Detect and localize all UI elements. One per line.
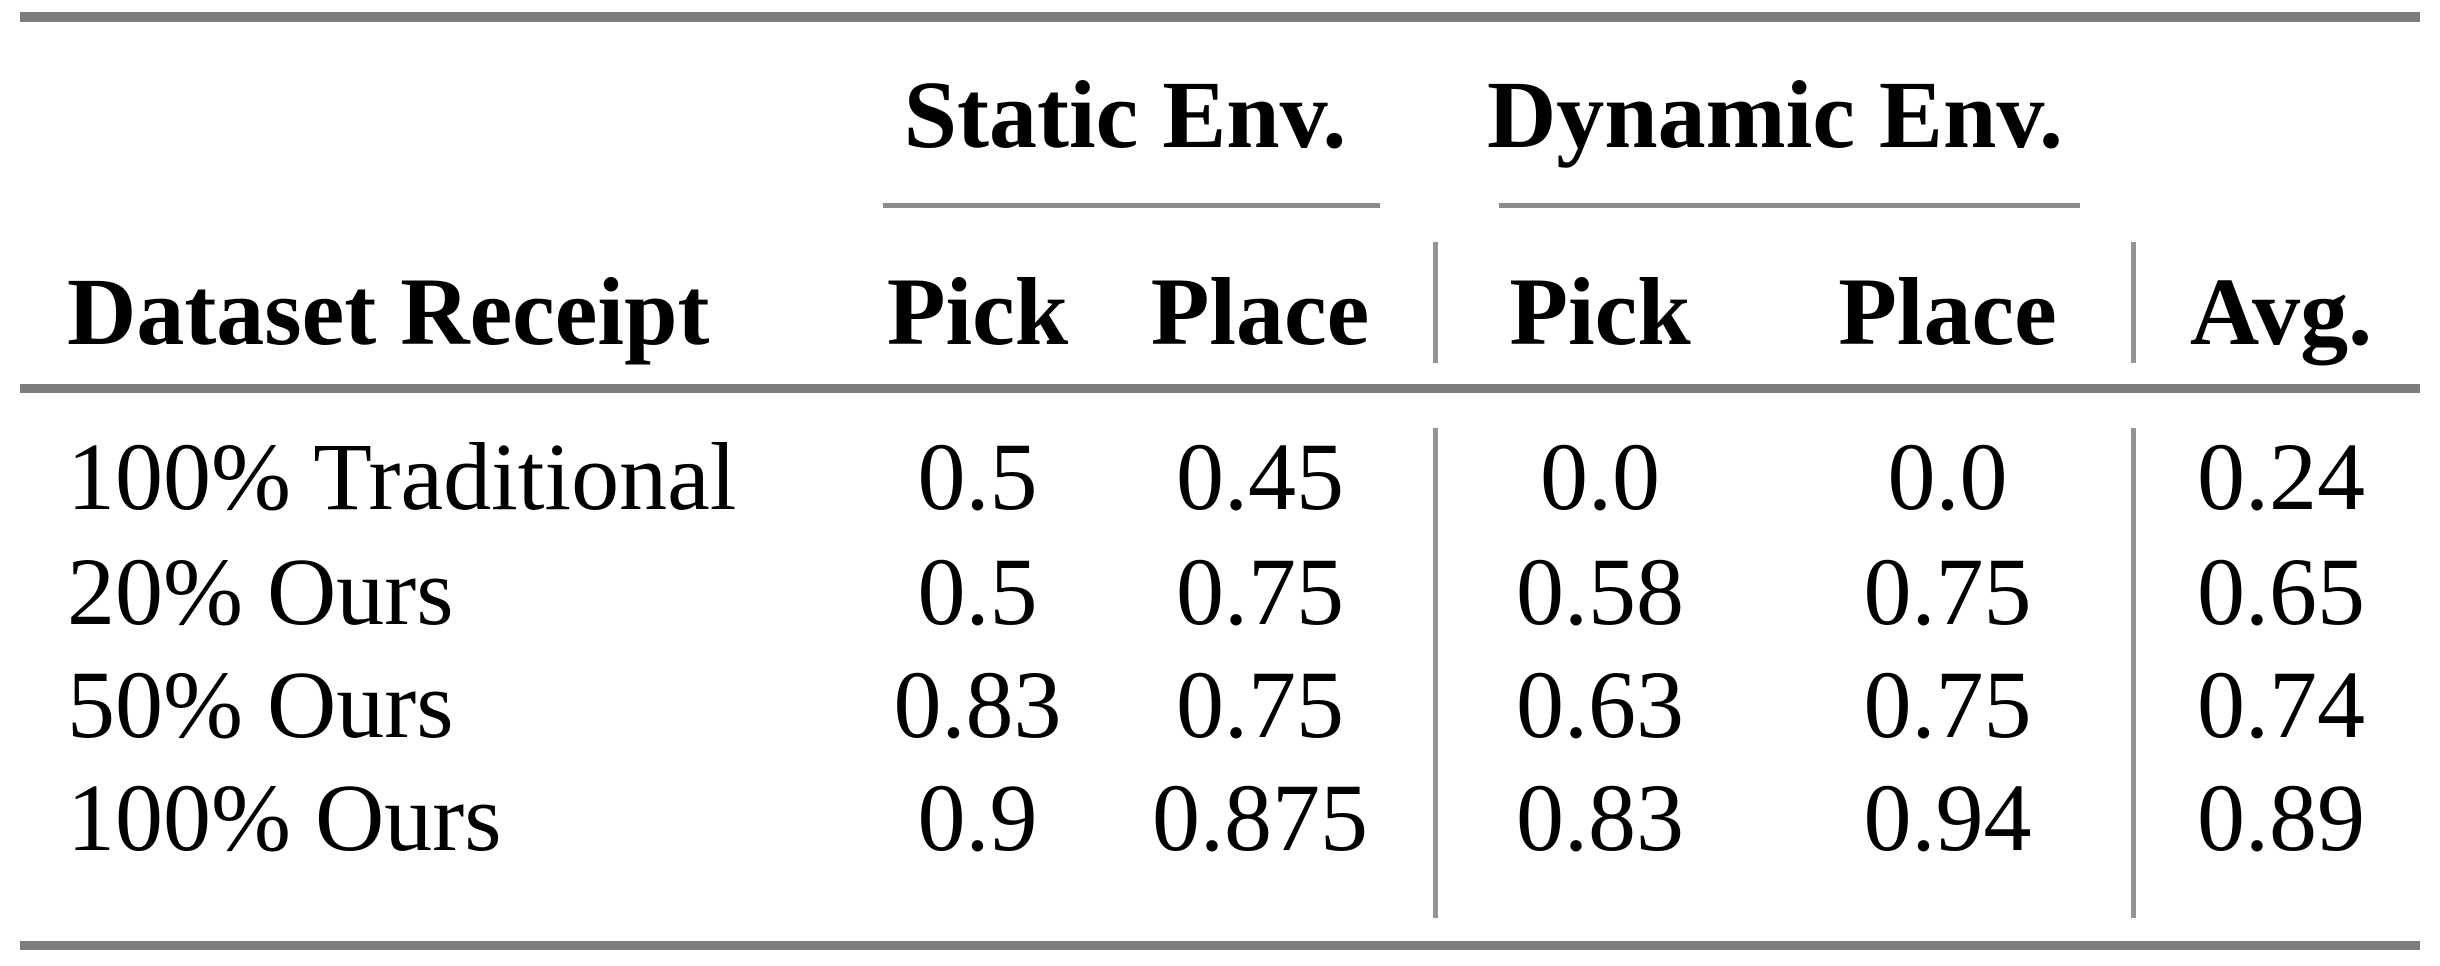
column-header-dataset-receipt: Dataset Receipt <box>67 258 710 365</box>
static-env-underline <box>883 203 1380 208</box>
data-cell: 0.83 <box>893 651 1062 758</box>
data-cell: 0.58 <box>1516 538 1684 645</box>
data-cell: 0.75 <box>1176 651 1344 758</box>
row-label: 100% Ours <box>67 764 502 871</box>
data-cell: 0.5 <box>917 423 1038 530</box>
data-cell: 0.875 <box>1152 764 1368 871</box>
table-row: 100% Traditional 0.5 0.45 0.0 0.0 0.24 <box>0 420 2440 534</box>
column-header-dynamic-pick: Pick <box>1509 258 1691 365</box>
column-header-avg: Avg. <box>2189 258 2373 365</box>
column-header-dynamic-place: Place <box>1838 258 2057 365</box>
column-header-static-place: Place <box>1150 258 1370 365</box>
data-cell: 0.75 <box>1863 651 2032 758</box>
data-cell: 0.45 <box>1176 423 1344 530</box>
header-midrule <box>20 384 2420 393</box>
column-separator-1-header <box>1433 242 1438 363</box>
dynamic-env-underline <box>1499 203 2080 208</box>
group-header-static-env: Static Env. <box>903 61 1347 168</box>
row-label: 50% Ours <box>67 651 454 758</box>
table-row: 50% Ours 0.83 0.75 0.63 0.75 0.74 <box>0 648 2440 762</box>
top-rule <box>20 12 2420 22</box>
data-cell: 0.75 <box>1863 538 2032 645</box>
row-label: 100% Traditional <box>67 423 737 530</box>
data-cell: 0.83 <box>1516 764 1684 871</box>
data-cell: 0.0 <box>1540 423 1660 530</box>
group-header-dynamic-env: Dynamic Env. <box>1486 61 2064 168</box>
data-cell: 0.94 <box>1863 764 2032 871</box>
data-cell: 0.24 <box>2197 423 2365 530</box>
data-cell: 0.75 <box>1176 538 1344 645</box>
column-header-static-pick: Pick <box>886 258 1069 365</box>
column-separator-2-body <box>2131 428 2136 918</box>
column-separator-1-body <box>1433 428 1438 918</box>
data-cell: 0.5 <box>917 538 1038 645</box>
table-row: 20% Ours 0.5 0.75 0.58 0.75 0.65 <box>0 535 2440 649</box>
column-separator-2-header <box>2131 242 2136 363</box>
header-row: Dataset Receipt Pick Place Pick Place Av… <box>0 255 2440 369</box>
data-cell: 0.74 <box>2197 651 2365 758</box>
bottom-rule <box>20 941 2420 950</box>
table-row: 100% Ours 0.9 0.875 0.83 0.94 0.89 <box>0 761 2440 875</box>
data-cell: 0.0 <box>1887 423 2008 530</box>
data-cell: 0.89 <box>2197 764 2365 871</box>
data-cell: 0.9 <box>917 764 1038 871</box>
data-cell: 0.65 <box>2197 538 2365 645</box>
row-label: 20% Ours <box>67 538 454 645</box>
data-cell: 0.63 <box>1516 651 1684 758</box>
